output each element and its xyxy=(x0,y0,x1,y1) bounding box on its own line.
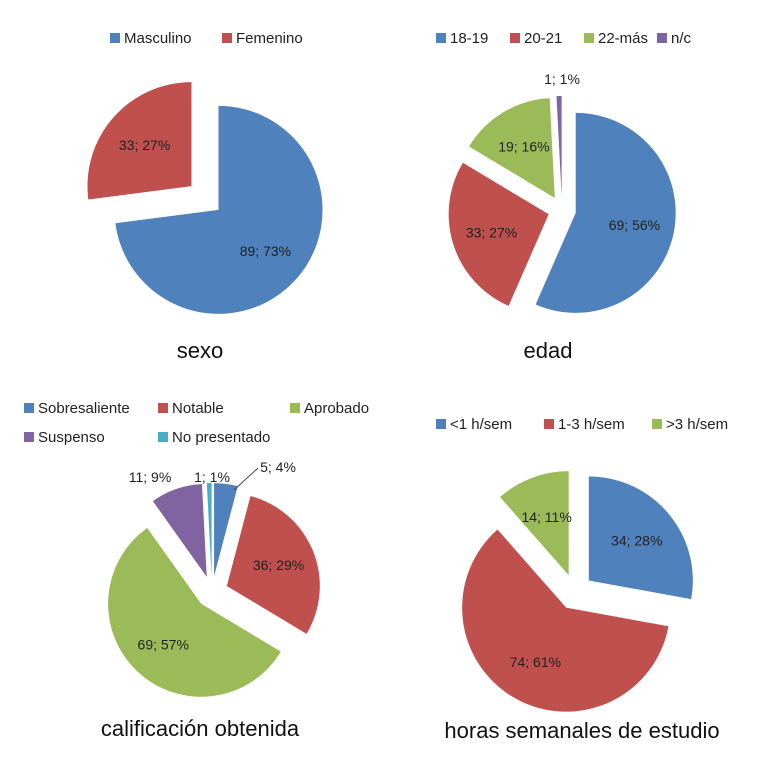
legend-entry: 20-21 xyxy=(524,30,562,47)
data-label: 14; 11% xyxy=(521,509,571,525)
legend-entry: Sobresaliente xyxy=(38,400,130,417)
legend-swatch xyxy=(158,403,168,413)
legend-swatch xyxy=(652,419,662,429)
pie-slice-sobresaliente xyxy=(214,483,238,577)
legend-swatch xyxy=(544,419,554,429)
pie-chart-1: 69; 56% 33; 27% 19; 16% 1; 1% 18-19 20-21 22-m… xyxy=(436,30,692,363)
pie-slice-n-c xyxy=(556,96,562,197)
pie-slice-22-m-s xyxy=(469,98,555,198)
chart-title: horas semanales de estudio xyxy=(444,718,719,743)
data-label: 74; 61% xyxy=(510,654,561,670)
pie-slice-no-presentado xyxy=(206,483,212,577)
legend-entry: Femenino xyxy=(236,30,303,47)
legend-swatch xyxy=(158,432,168,442)
legend-entry: Aprobado xyxy=(304,400,369,417)
legend-swatch xyxy=(24,432,34,442)
legend-entry: 1-3 h/sem xyxy=(558,416,625,433)
legend-swatch xyxy=(657,33,667,43)
leader-line xyxy=(233,467,259,491)
legend-swatch xyxy=(436,419,446,429)
pie-slice-suspenso xyxy=(152,484,207,577)
data-label: 11; 9% xyxy=(129,469,172,485)
data-label: 34; 28% xyxy=(611,532,662,548)
pie-slice-notable xyxy=(226,496,320,634)
legend-entry: Suspenso xyxy=(38,429,105,446)
legend-entry: Notable xyxy=(172,400,224,417)
legend-swatch xyxy=(510,33,520,43)
data-label: 69; 56% xyxy=(609,217,660,233)
legend-swatch xyxy=(110,33,120,43)
legend-entry: No presentado xyxy=(172,429,270,446)
pie-slice-20-21 xyxy=(448,162,549,306)
chart-title: edad xyxy=(524,338,573,363)
data-label: 36; 29% xyxy=(253,557,304,573)
data-label: 89; 73% xyxy=(240,243,291,259)
pie-slice-18-19 xyxy=(535,112,676,313)
pie-slice--1-h-sem xyxy=(588,476,693,600)
data-label: 1; 1% xyxy=(544,71,580,87)
data-label: 33; 27% xyxy=(119,137,170,153)
pie-slice-femenino xyxy=(87,82,192,200)
data-label: 5; 4% xyxy=(260,459,296,475)
pie-chart-3: 34; 28% 74; 61% 14; 11% <1 h/sem 1-3 h/sem >3… xyxy=(436,416,728,743)
legend-entry: 22-más xyxy=(598,30,648,47)
legend-swatch xyxy=(436,33,446,43)
data-label: 69; 57% xyxy=(138,637,189,653)
legend-entry: >3 h/sem xyxy=(666,416,728,433)
pie-slice-aprobado xyxy=(108,527,281,697)
pie-slice--3-h-sem xyxy=(499,471,569,576)
legend-entry: 18-19 xyxy=(450,30,488,47)
legend-swatch xyxy=(24,403,34,413)
legend-swatch xyxy=(222,33,232,43)
legend-entry: Masculino xyxy=(124,30,192,47)
data-label: 33; 27% xyxy=(466,225,517,241)
data-label: 1; 1% xyxy=(194,469,230,485)
legend-swatch xyxy=(584,33,594,43)
pie-slice-masculino xyxy=(115,105,323,314)
legend-entry: n/c xyxy=(671,30,692,47)
pie-slice-1-3-h-sem xyxy=(462,529,669,712)
data-label: 19; 16% xyxy=(498,139,549,155)
chart-title: sexo xyxy=(177,338,223,363)
chart-title: calificación obtenida xyxy=(101,716,300,741)
legend-entry: <1 h/sem xyxy=(450,416,512,433)
legend-swatch xyxy=(290,403,300,413)
pie-chart-2: 5; 4% 36; 29% 69; 57% 11; 9% 1; 1% Sobresalie… xyxy=(24,400,369,741)
pie-chart-0: 89; 73% 33; 27% Masculino Femenino sexo xyxy=(87,30,323,363)
